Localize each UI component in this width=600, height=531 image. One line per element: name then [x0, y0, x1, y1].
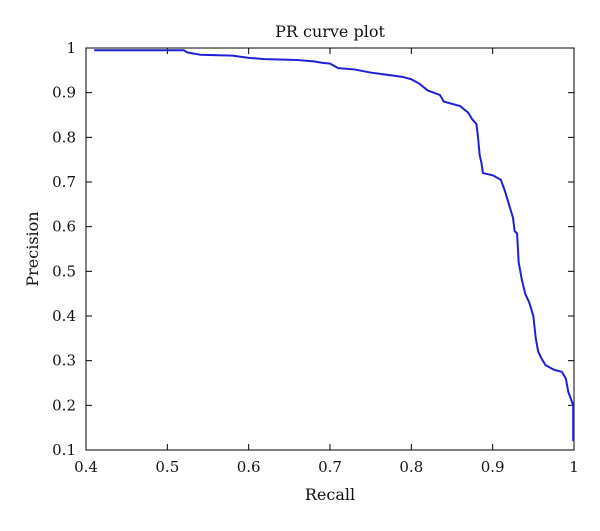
x-axis-ticks: 0.4 0.5 0.6 0.7 0.8 0.9 1 [74, 48, 579, 476]
x-tick-label: 0.7 [318, 458, 342, 476]
y-tick-label: 0.9 [52, 84, 76, 102]
x-tick-label: 0.8 [399, 458, 423, 476]
y-tick-label: 0.7 [52, 173, 76, 191]
y-tick-label: 0.8 [52, 128, 76, 146]
y-tick-label: 0.5 [52, 262, 76, 280]
x-tick-label: 0.4 [74, 458, 98, 476]
pr-curve-line [94, 49, 575, 442]
y-tick-label: 0.1 [52, 441, 76, 459]
x-tick-label: 0.6 [237, 458, 261, 476]
y-tick-label: 0.3 [52, 352, 76, 370]
y-tick-label: 0.2 [52, 396, 76, 414]
x-axis-label: Recall [305, 485, 355, 504]
y-tick-label: 0.6 [52, 218, 76, 236]
x-tick-label: 0.9 [481, 458, 505, 476]
chart-title: PR curve plot [275, 22, 385, 41]
y-axis-label: Precision [23, 211, 42, 286]
y-tick-label: 0.4 [52, 307, 76, 325]
y-axis-ticks: 0.1 0.2 0.3 0.4 0.5 0.6 0.7 0.8 0.9 1 [52, 39, 574, 459]
x-tick-label: 1 [569, 458, 579, 476]
y-tick-label: 1 [66, 39, 76, 57]
x-tick-label: 0.5 [155, 458, 179, 476]
plot-frame [85, 47, 575, 451]
plot-area: 0.4 0.5 0.6 0.7 0.8 0.9 1 0.10.20.30.40.50.60.… [52, 39, 579, 476]
